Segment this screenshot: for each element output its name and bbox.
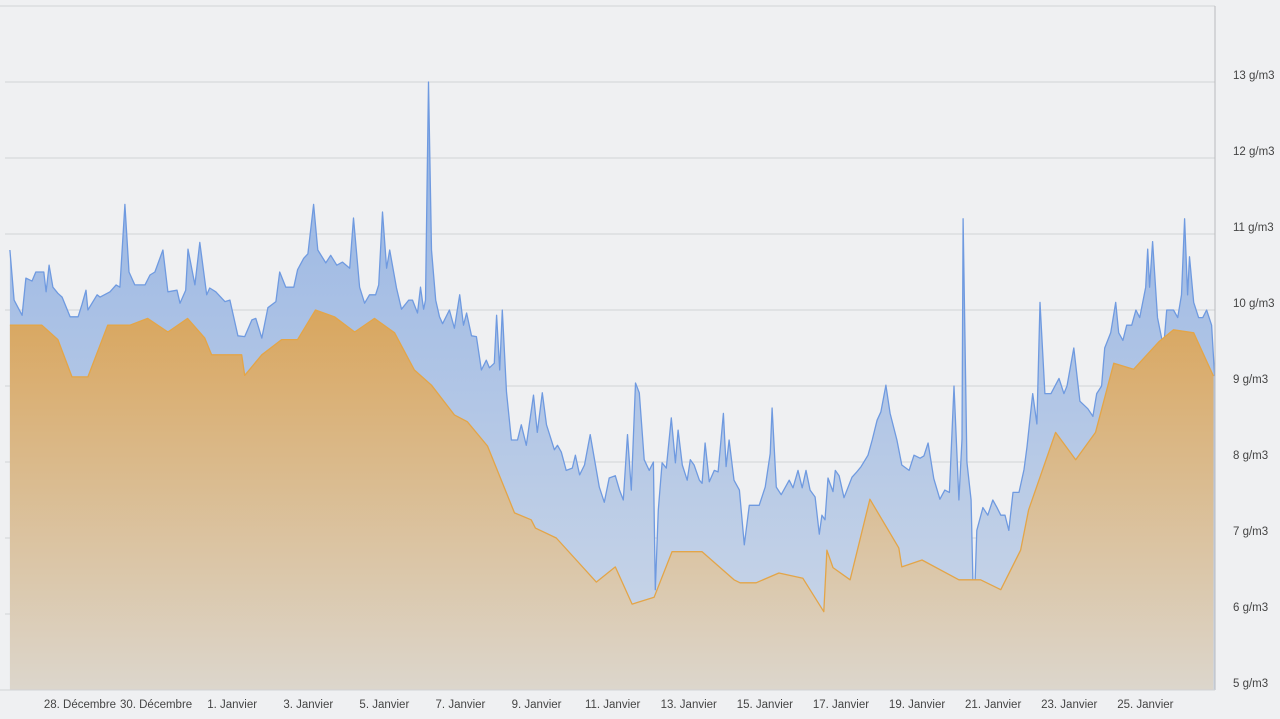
y-tick-label: 13 g/m3 <box>1233 70 1275 82</box>
y-axis-labels: 5 g/m3 6 g/m3 7 g/m3 8 g/m3 9 g/m3 10 g/m3 11 … <box>1233 70 1275 690</box>
x-tick-label: 5. Janvier <box>359 699 409 711</box>
x-axis-labels: 28. Décembre 30. Décembre 1. Janvier 3. Jan… <box>44 699 1174 711</box>
x-tick-label: 25. Janvier <box>1117 699 1173 711</box>
y-tick-label: 8 g/m3 <box>1233 450 1268 462</box>
x-tick-label: 1. Janvier <box>207 699 257 711</box>
axes <box>0 5 1216 691</box>
x-tick-label: 28. Décembre <box>44 699 116 711</box>
y-tick-label: 10 g/m3 <box>1233 298 1275 310</box>
x-tick-label: 13. Janvier <box>661 699 717 711</box>
series-orange-area <box>9 310 1214 690</box>
x-tick-label: 19. Janvier <box>889 699 945 711</box>
x-tick-label: 17. Janvier <box>813 699 869 711</box>
x-tick-label: 11. Janvier <box>585 699 641 711</box>
y-tick-label: 11 g/m3 <box>1233 222 1274 234</box>
x-tick-label: 23. Janvier <box>1041 699 1097 711</box>
x-tick-label: 7. Janvier <box>436 699 486 711</box>
x-tick-label: 21. Janvier <box>965 699 1021 711</box>
x-tick-label: 15. Janvier <box>737 699 793 711</box>
y-tick-label: 9 g/m3 <box>1233 374 1268 386</box>
series-blue-line <box>9 81 1216 623</box>
x-tick-label: 9. Janvier <box>512 699 562 711</box>
series-orange-line <box>9 309 1215 613</box>
y-tick-label: 12 g/m3 <box>1233 146 1275 158</box>
x-tick-label: 3. Janvier <box>283 699 333 711</box>
y-tick-label: 6 g/m3 <box>1233 602 1268 614</box>
series-layer <box>9 81 1216 690</box>
y-tick-label: 7 g/m3 <box>1233 526 1268 538</box>
y-tick-label: 5 g/m3 <box>1233 678 1268 690</box>
x-tick-label: 30. Décembre <box>120 699 192 711</box>
